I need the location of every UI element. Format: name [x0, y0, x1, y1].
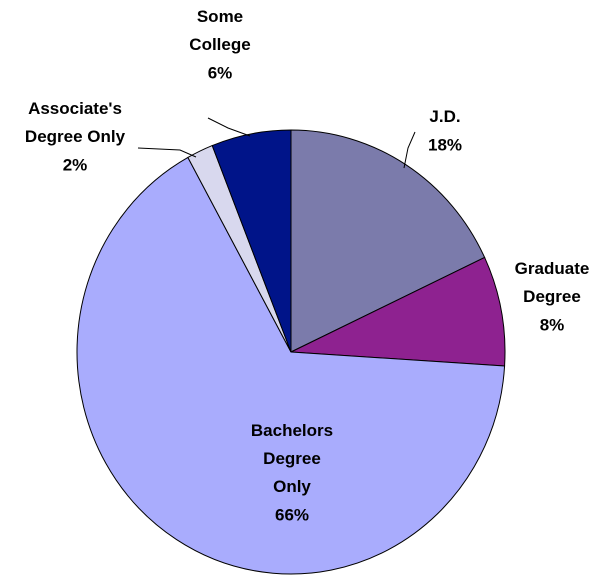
slice-value-label: 66% [275, 505, 309, 524]
pie [76, 129, 506, 575]
slice-label: Associate's Degree Only [25, 99, 126, 146]
slice-label: Some College [189, 7, 250, 54]
slice-label: J.D. [429, 107, 460, 126]
leader-line [137, 147, 197, 158]
leader-line [403, 131, 416, 169]
pie-slice [211, 129, 292, 353]
slice-value-label: 6% [208, 63, 233, 82]
slice-value-label: 2% [63, 155, 88, 174]
pie-slice [76, 156, 506, 575]
slice-label: Graduate Degree [515, 259, 590, 306]
pie-slice [290, 129, 486, 353]
slice-label: Bachelors Degree Only [251, 421, 333, 496]
slice-value-label: 8% [540, 315, 565, 334]
leader-line [207, 117, 251, 137]
pie-slice [289, 256, 506, 367]
slice-value-label: 18% [428, 135, 462, 154]
leader-lines [137, 117, 416, 169]
